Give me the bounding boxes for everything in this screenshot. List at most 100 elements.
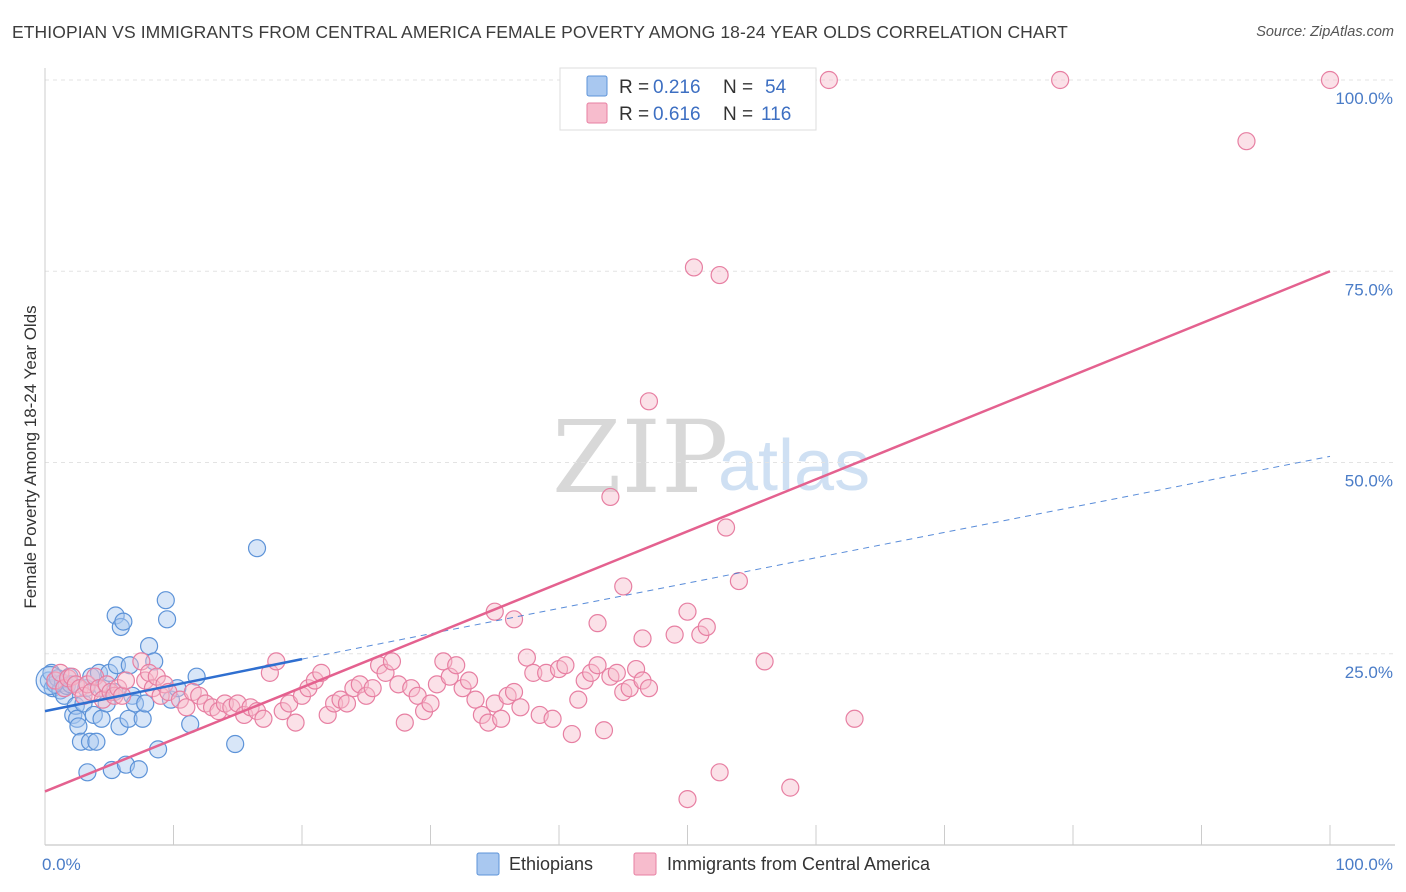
central-america-point (639, 679, 659, 698)
central-america-point (562, 724, 581, 744)
legend-n-value-blue: 54 (765, 77, 787, 98)
legend-r-label-pink: R = (619, 104, 649, 125)
legend-n-value-pink: 116 (761, 104, 791, 125)
series-legend-swatch-ethiopians (476, 852, 500, 876)
central-america-point (504, 610, 524, 629)
ethiopians-point (139, 636, 159, 656)
central-america-point (633, 629, 652, 648)
ethiopians-point (92, 709, 111, 728)
watermark-atlas: atlas (718, 426, 870, 506)
series-legend-label-central-america: Immigrants from Central America (667, 854, 931, 874)
y-tick-labels: 25.0% 50.0% 75.0% 100.0% (1335, 89, 1393, 682)
ethiopians-point (69, 717, 88, 736)
central-america-point (1320, 70, 1340, 90)
legend-r-value-pink: 0.616 (653, 104, 701, 125)
ethiopians-points (35, 539, 267, 782)
central-america-point (710, 265, 729, 285)
ethiopians-point (114, 612, 133, 631)
central-america-point (588, 656, 607, 675)
central-america-point (177, 698, 196, 717)
watermark: ZIP atlas (552, 399, 870, 516)
ethiopians-point (87, 732, 106, 751)
ethiopians-point (226, 734, 245, 754)
central-america-point (459, 671, 479, 690)
ethiopians-point (247, 539, 267, 558)
ethiopians-point (80, 732, 100, 751)
central-america-point (147, 667, 166, 686)
central-america-point (1051, 70, 1070, 90)
central-america-point (318, 705, 337, 725)
central-america-points (46, 68, 1340, 809)
watermark-zip: ZIP (552, 399, 728, 516)
central-america-point (421, 694, 440, 713)
ethiopians-point (136, 694, 155, 713)
y-tick-label: 25.0% (1345, 663, 1393, 682)
central-america-point (492, 709, 511, 728)
central-america-point (845, 709, 864, 728)
central-america-point (337, 694, 357, 713)
legend-r-value-blue: 0.216 (653, 77, 701, 98)
central-america-point (729, 571, 749, 591)
ethiopians-point (100, 663, 119, 682)
central-america-point (614, 577, 633, 596)
central-america-point (363, 679, 382, 698)
central-america-point (781, 778, 800, 797)
ethiopians-point (119, 709, 138, 728)
y-axis-title: Female Poverty Among 18-24 Year Olds (21, 305, 40, 608)
central-america-point (601, 487, 620, 507)
central-america-point (678, 789, 697, 809)
ethiopians-point (133, 709, 152, 728)
central-america-point (697, 617, 716, 637)
legend-swatch-blue (586, 75, 608, 97)
ethiopians-point (120, 656, 139, 675)
ethiopians-trend-extension (301, 455, 1331, 660)
series-legend-swatch-central-america (633, 852, 657, 876)
central-america-point (607, 663, 626, 682)
legend-swatch-pink (586, 102, 608, 124)
y-tick-label: 75.0% (1345, 280, 1393, 299)
central-america-point (286, 713, 305, 732)
central-america-point (254, 709, 273, 728)
central-america-point (710, 763, 729, 782)
central-america-point (755, 652, 774, 671)
central-america-point (626, 659, 646, 679)
central-america-point (684, 258, 704, 277)
central-america-point (543, 709, 562, 728)
ethiopians-trend-line (44, 657, 303, 713)
central-america-point (382, 652, 402, 671)
legend-r-label-blue: R = (619, 77, 649, 98)
x-tick-label-max: 100.0% (1335, 855, 1393, 874)
central-america-point (569, 690, 588, 709)
ethiopians-point (129, 760, 148, 779)
source-label: Source: ZipAtlas.com (1256, 24, 1394, 40)
gridlines (45, 79, 1395, 655)
central-america-point (466, 690, 485, 709)
central-america-point (524, 663, 543, 682)
central-america-trend-line (44, 270, 1331, 793)
legend-n-label-blue: N = (723, 77, 753, 98)
central-america-point (665, 625, 684, 644)
ethiopians-point (156, 591, 175, 610)
ethiopians-point (157, 610, 177, 629)
central-america-point (395, 713, 414, 732)
central-america-point (556, 656, 575, 675)
central-america-point (116, 671, 136, 690)
central-america-point (678, 602, 697, 621)
central-america-point (447, 656, 466, 675)
series-legend: Ethiopians Immigrants from Central Ameri… (476, 852, 931, 876)
correlation-legend: R = 0.216 N = 54 R = 0.616 N = 116 (559, 67, 817, 131)
ethiopians-point (145, 652, 164, 671)
axes (44, 68, 1395, 846)
legend-n-label-pink: N = (723, 104, 753, 125)
central-america-point (588, 614, 607, 633)
central-america-point (716, 518, 736, 537)
chart-title: ETHIOPIAN VS IMMIGRANTS FROM CENTRAL AME… (12, 22, 1068, 42)
central-america-point (267, 652, 286, 671)
central-america-point (376, 663, 395, 682)
series-legend-label-ethiopians: Ethiopians (509, 854, 593, 874)
trend-lines (44, 270, 1331, 793)
y-tick-label: 100.0% (1335, 89, 1393, 108)
central-america-point (594, 721, 614, 740)
central-america-point (639, 392, 659, 411)
